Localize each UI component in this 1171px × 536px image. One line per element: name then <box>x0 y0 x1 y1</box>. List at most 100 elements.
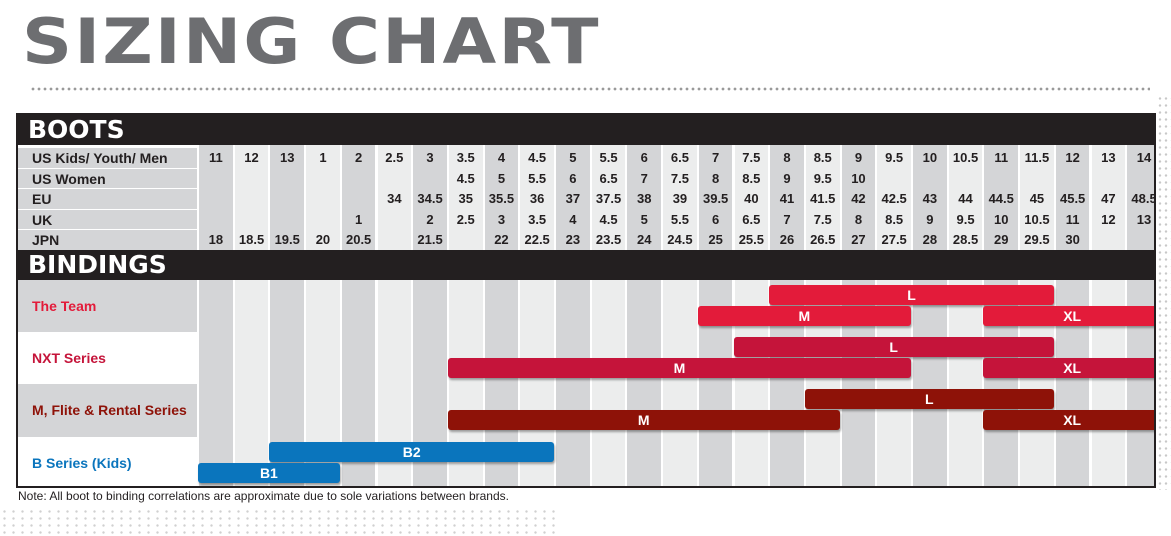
size-cell: 45 <box>1029 191 1045 206</box>
size-cell: 4 <box>569 211 577 227</box>
boots-row-label: US Kids/ Youth/ Men <box>18 148 197 168</box>
size-cell: 47 <box>1101 191 1116 206</box>
size-cell: 8.5 <box>885 211 904 227</box>
size-cell: 5 <box>569 150 577 165</box>
size-cell: 4.5 <box>528 150 547 165</box>
size-cell: 23.5 <box>595 232 622 247</box>
size-cell: 3.5 <box>528 211 547 227</box>
size-cell <box>949 169 983 190</box>
size-cell: 18.5 <box>238 232 265 247</box>
size-cell: 28.5 <box>952 232 979 247</box>
size-cell: 6 <box>640 150 648 165</box>
binding-size-bar: XL <box>983 306 1154 326</box>
size-cell: 45.5 <box>1059 191 1086 206</box>
size-cell <box>235 210 269 231</box>
size-cell: 12 <box>244 150 259 165</box>
size-cell: 21.5 <box>417 232 443 247</box>
size-cell: 2.5 <box>385 150 404 165</box>
size-cell: 3 <box>497 211 506 227</box>
size-cell: 11.5 <box>1024 150 1050 165</box>
size-cell: 34.5 <box>417 191 443 206</box>
size-cell: 13 <box>1101 150 1116 165</box>
size-cell: 13 <box>1136 211 1152 227</box>
size-cell: 37.5 <box>595 191 622 206</box>
size-cell <box>199 210 233 231</box>
size-cell: 12 <box>1101 211 1116 227</box>
size-cell: 4.5 <box>456 170 475 186</box>
size-cell: 7 <box>783 211 791 227</box>
size-cell: 44.5 <box>988 191 1014 206</box>
size-cell: 29 <box>994 232 1009 247</box>
size-cell: 36 <box>529 191 545 206</box>
size-cell <box>413 169 447 190</box>
size-cell: 10 <box>851 170 866 186</box>
size-cell: 28 <box>922 232 938 247</box>
size-cell: 44 <box>958 191 973 206</box>
size-cell: 19.5 <box>274 232 300 247</box>
size-cell: 5 <box>497 170 506 186</box>
binding-size-bar: M <box>447 410 840 431</box>
size-cell <box>1127 169 1154 190</box>
binding-size-bar: XL <box>983 358 1154 379</box>
size-cell: 6 <box>712 211 720 227</box>
bindings-header: BINDINGS <box>18 250 1154 280</box>
column-stripe <box>270 115 305 486</box>
size-cell <box>1020 169 1054 190</box>
size-cell: 29.5 <box>1024 232 1050 247</box>
size-cell: 2 <box>426 211 434 227</box>
size-cell: 8 <box>712 170 720 186</box>
size-cell: 34 <box>387 191 402 206</box>
size-cell: 2 <box>355 150 363 165</box>
size-cell: 7 <box>712 150 720 165</box>
size-cell: 41 <box>779 191 795 206</box>
binding-size-bar: B2 <box>269 441 554 462</box>
size-cell <box>342 169 376 190</box>
size-cell: 26.5 <box>810 232 836 247</box>
size-cell <box>199 169 233 190</box>
size-cell <box>984 169 1018 190</box>
size-cell <box>270 189 304 210</box>
size-cell: 43 <box>922 191 938 206</box>
size-cell: 7.5 <box>813 211 832 227</box>
binding-size-bar: L <box>804 389 1054 410</box>
size-cell: 41.5 <box>810 191 836 206</box>
size-cell: 1 <box>319 150 327 165</box>
size-cell: 27.5 <box>881 232 907 247</box>
size-cell: 30 <box>1065 232 1080 247</box>
size-cell <box>378 210 412 231</box>
size-cell: 42.5 <box>881 191 907 206</box>
size-cell: 7 <box>640 170 648 186</box>
size-cell <box>306 169 340 190</box>
size-cell: 25.5 <box>738 232 764 247</box>
size-cell <box>378 230 412 251</box>
binding-series-label: M, Flite & Rental Series <box>32 402 187 419</box>
size-cell: 1 <box>355 211 363 227</box>
size-cell: 14 <box>1136 150 1152 165</box>
size-cell: 9 <box>854 150 863 165</box>
size-cell: 6 <box>569 170 577 186</box>
title-dotted-divider <box>30 87 1150 91</box>
boots-row-label: EU <box>18 189 197 209</box>
size-cell: 12 <box>1065 150 1080 165</box>
size-cell: 37 <box>565 191 581 206</box>
size-cell <box>306 210 340 231</box>
size-cell: 10 <box>994 211 1009 227</box>
size-cell <box>449 230 483 251</box>
size-cell: 10.5 <box>952 150 979 165</box>
size-cell: 7.5 <box>670 170 689 186</box>
size-cell: 48.5 <box>1131 191 1156 206</box>
size-cell: 39 <box>672 191 688 206</box>
size-cell <box>199 189 233 210</box>
binding-size-bar: L <box>769 285 1054 305</box>
size-cell: 9.5 <box>885 150 904 165</box>
binding-size-bar: M <box>447 358 911 379</box>
size-cell <box>342 189 376 210</box>
size-cell: 9 <box>783 170 791 186</box>
binding-series-label: NXT Series <box>32 350 106 367</box>
binding-size-bar: L <box>733 337 1054 358</box>
size-cell: 38 <box>637 191 652 206</box>
binding-size-bar: B1 <box>198 462 340 483</box>
size-cell: 5.5 <box>528 170 547 186</box>
size-cell <box>1092 169 1126 190</box>
size-cell <box>1056 169 1090 190</box>
